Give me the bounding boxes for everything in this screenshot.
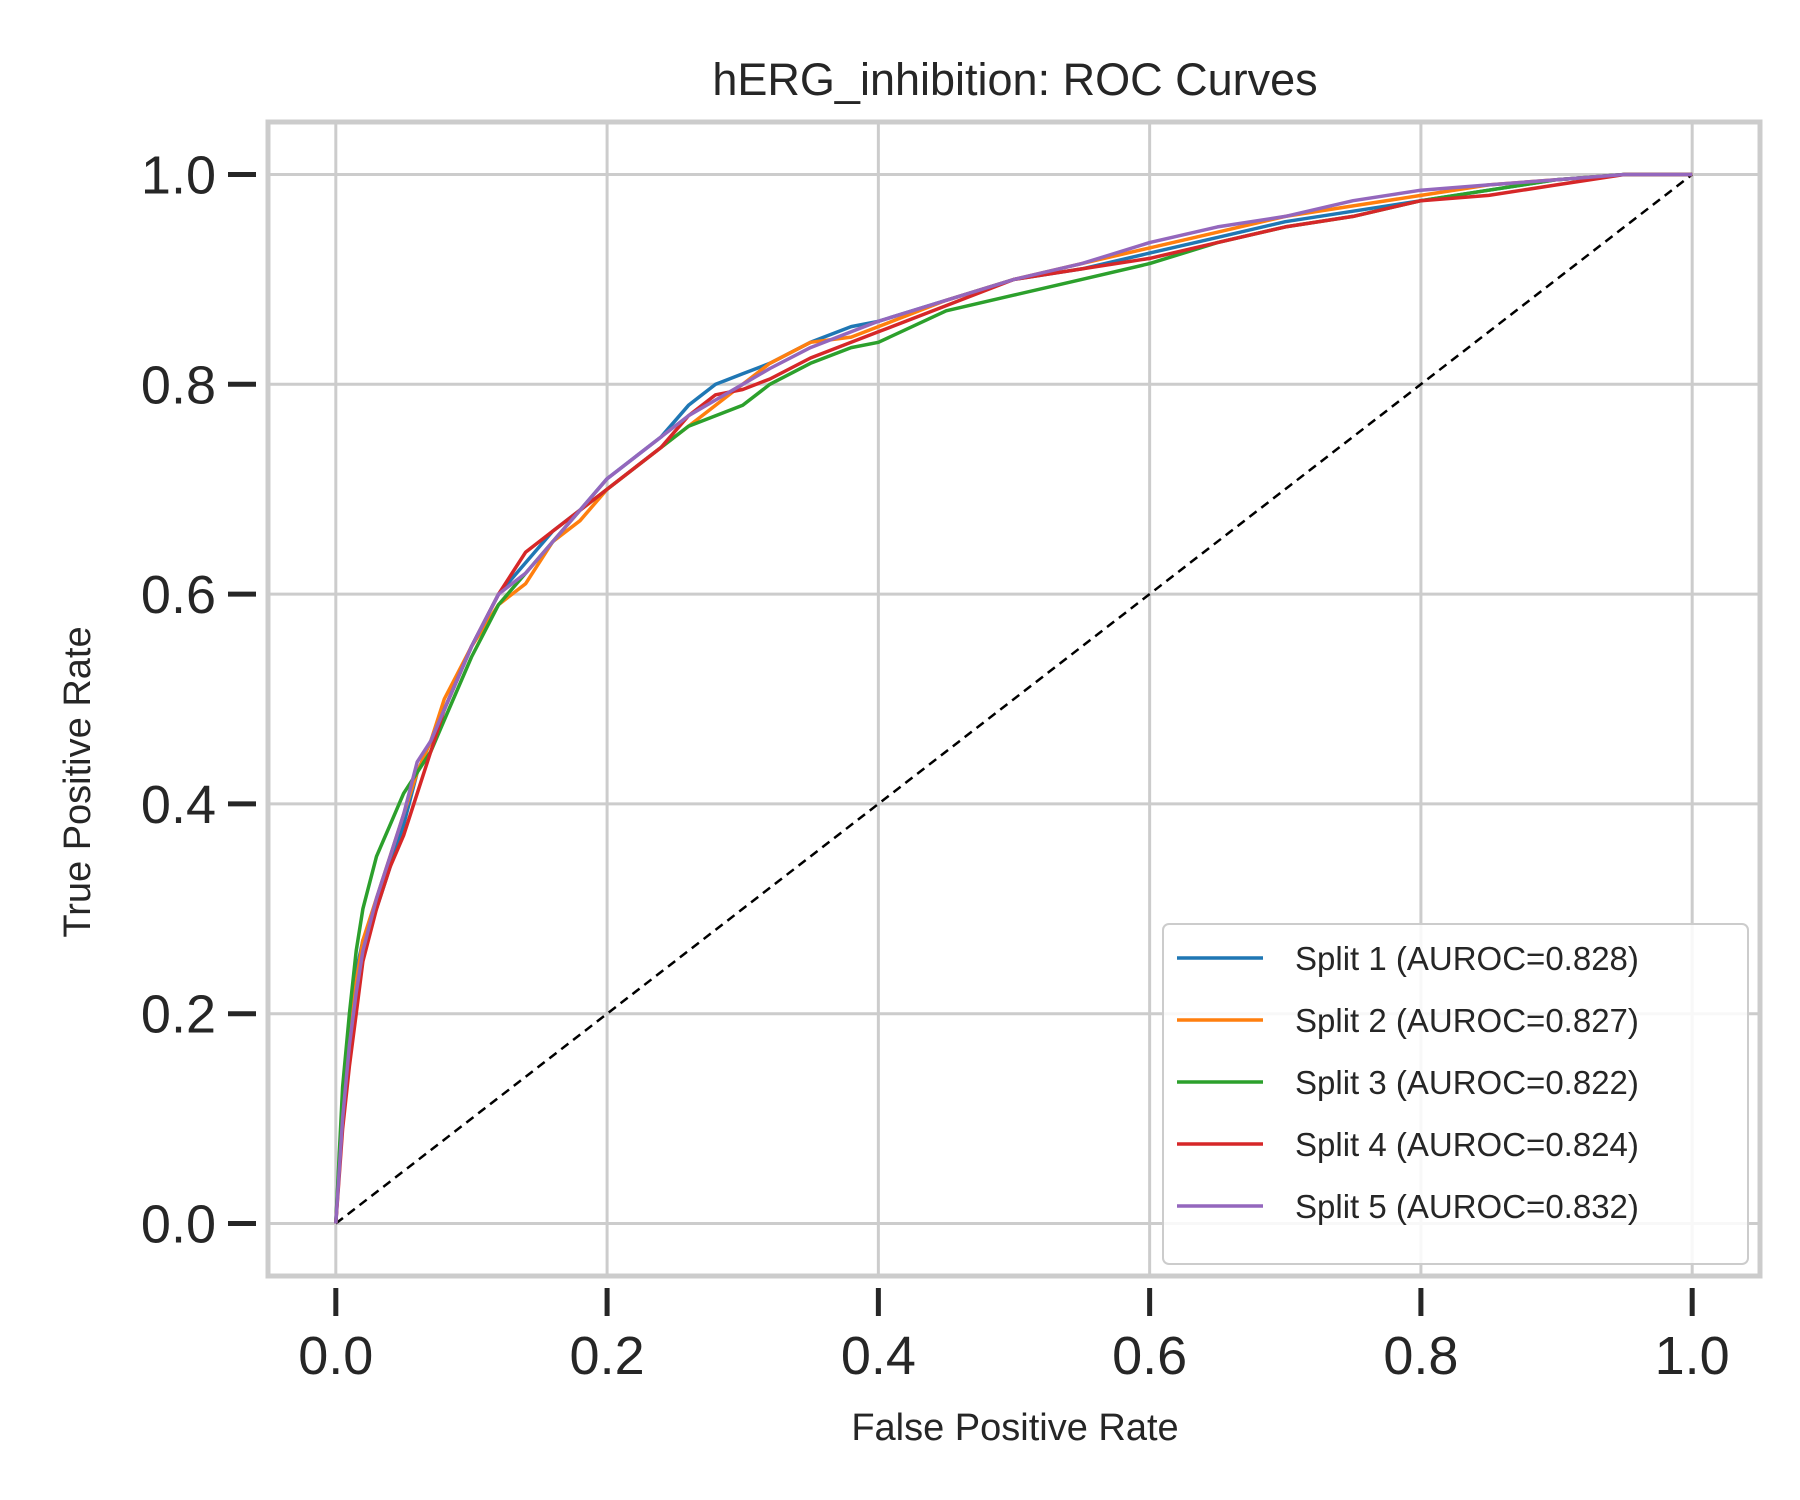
x-axis-label: False Positive Rate [851, 1407, 1178, 1449]
y-axis-label: True Positive Rate [57, 626, 99, 937]
y-tick-label: 0.4 [141, 775, 216, 835]
x-tick-label: 0.6 [1112, 1326, 1187, 1386]
y-tick-label: 0.6 [141, 565, 216, 625]
diagonal-reference-line [335, 173, 1693, 1225]
series-line-split-4 [334, 172, 1693, 1224]
grid [268, 122, 1760, 1276]
ticks: 0.0 0.2 0.4 0.6 0.8 1.0 0.0 0.2 0.4 0.6 0.8 1.0 [141, 145, 1730, 1386]
y-tick-label: 1.0 [141, 145, 216, 205]
legend-box [1162, 923, 1749, 1265]
x-tick-label: 0.4 [841, 1326, 916, 1386]
y-tick-label: 0.0 [141, 1195, 216, 1255]
legend-label-split-2: Split 2 (AUROC=0.827) [1295, 1002, 1639, 1039]
y-tick-label: 0.2 [141, 985, 216, 1045]
series-line-split-5 [334, 172, 1693, 1224]
legend-label-split-5: Split 5 (AUROC=0.832) [1295, 1188, 1639, 1225]
y-tick-label: 0.8 [141, 355, 216, 415]
diagonal-layer [335, 173, 1693, 1225]
plot-frame [265, 119, 1763, 1279]
legend-label-split-1: Split 1 (AUROC=0.828) [1295, 940, 1639, 977]
x-tick-label: 1.0 [1655, 1326, 1730, 1386]
series-layer [334, 172, 1693, 1224]
legend-label-split-3: Split 3 (AUROC=0.822) [1295, 1064, 1639, 1101]
x-tick-label: 0.8 [1383, 1326, 1458, 1386]
x-tick-label: 0.2 [570, 1326, 645, 1386]
x-tick-label: 0.0 [298, 1326, 373, 1386]
legend-label-split-4: Split 4 (AUROC=0.824) [1295, 1126, 1639, 1163]
legend: Split 1 (AUROC=0.828) Split 2 (AUROC=0.82… [1162, 923, 1749, 1265]
chart-title: hERG_inhibition: ROC Curves [712, 54, 1317, 105]
